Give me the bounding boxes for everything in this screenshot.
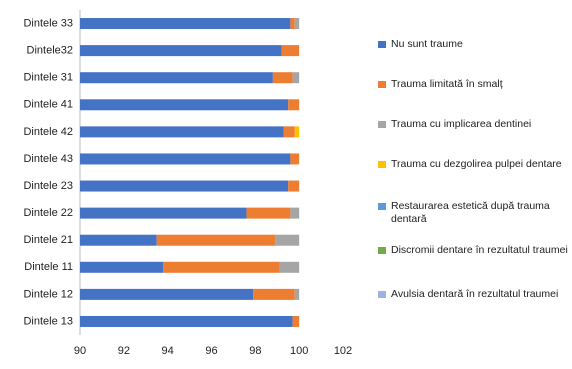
legend: Nu sunt traume Trauma limitată în smalț Tr… — [378, 0, 568, 364]
y-tick-label: Dintele 33 — [23, 17, 73, 29]
bar-segment — [281, 45, 300, 57]
y-tick-label: Dintele 21 — [23, 234, 73, 246]
x-tick-label: 102 — [334, 345, 352, 357]
bar-segment — [292, 72, 300, 84]
x-tick-label: 98 — [249, 345, 261, 357]
bar-segment — [80, 45, 282, 57]
y-tick-label: Dintele 22 — [23, 207, 73, 219]
legend-item: Avulsia dentară în rezultatul traumei — [378, 288, 568, 301]
legend-swatch — [378, 81, 386, 88]
bar-segment — [80, 315, 293, 327]
y-tick-label: Dintele 41 — [23, 99, 73, 111]
bar-segment — [80, 126, 284, 138]
bar-segment — [80, 261, 164, 273]
legend-item: Discromii dentare în rezultatul traumei — [378, 244, 568, 257]
bar-segment — [163, 261, 280, 273]
bar-segment — [80, 72, 273, 84]
bar-segment — [292, 315, 300, 327]
bar-segment — [272, 72, 293, 84]
bar-segment — [283, 126, 295, 138]
legend-label: Trauma cu implicarea dentinei — [391, 118, 532, 130]
y-tick-label: Dintele32 — [27, 45, 73, 57]
bar-segment — [288, 180, 300, 192]
bar-segment — [294, 288, 300, 300]
bar-segment — [80, 234, 157, 246]
bar-segment — [290, 207, 300, 219]
legend-label: Trauma cu dezgolirea pulpei dentare — [391, 158, 562, 170]
y-tick-label: Dintele 12 — [23, 288, 73, 300]
bar-segment — [290, 18, 295, 30]
y-tick-label: Dintele 42 — [23, 126, 73, 138]
bar-segment — [253, 288, 295, 300]
y-tick-label: Dintele 23 — [23, 180, 73, 192]
x-tick-label: 90 — [74, 345, 86, 357]
bar-segment — [80, 180, 289, 192]
legend-swatch — [378, 247, 386, 254]
legend-item: Trauma limitată în smalț — [378, 78, 568, 91]
bar-segment — [80, 153, 291, 165]
x-tick-label: 94 — [162, 345, 174, 357]
y-tick-label: Dintele 13 — [23, 315, 73, 327]
legend-label: Nu sunt traume — [391, 38, 463, 50]
legend-swatch — [378, 291, 386, 298]
legend-item: Trauma cu dezgolirea pulpei dentare — [378, 158, 568, 171]
legend-swatch — [378, 121, 386, 128]
bar-segment — [275, 234, 300, 246]
legend-swatch — [378, 41, 386, 48]
legend-label: Restaurarea estetică după trauma dentară — [391, 200, 550, 225]
legend-item: Trauma cu implicarea dentinei — [378, 118, 568, 131]
legend-label: Discromii dentare în rezultatul traumei — [391, 244, 568, 256]
bar-segment — [279, 261, 300, 273]
legend-label: Trauma limitată în smalț — [391, 78, 503, 90]
bar-segment — [80, 288, 254, 300]
bar-segment — [156, 234, 276, 246]
x-tick-label: 100 — [290, 345, 308, 357]
x-tick-label: 92 — [118, 345, 130, 357]
bar-segment — [80, 207, 247, 219]
legend-item: Restaurarea estetică după trauma dentară — [378, 200, 568, 226]
legend-item: Nu sunt traume — [378, 38, 568, 51]
y-tick-label: Dintele 31 — [23, 72, 73, 84]
x-tick-label: 96 — [205, 345, 217, 357]
bar-segment — [80, 99, 289, 111]
bar-segment — [288, 99, 300, 111]
legend-swatch — [378, 203, 386, 210]
bar-segment — [246, 207, 291, 219]
bar-segment — [294, 18, 300, 30]
y-tick-label: Dintele 11 — [24, 261, 73, 273]
bar-segment — [80, 18, 291, 30]
bar-segment — [290, 153, 300, 165]
legend-swatch — [378, 161, 386, 168]
y-tick-label: Dintele 43 — [23, 153, 73, 165]
bar-segment — [294, 126, 300, 138]
legend-label: Avulsia dentară în rezultatul traumei — [391, 288, 559, 300]
